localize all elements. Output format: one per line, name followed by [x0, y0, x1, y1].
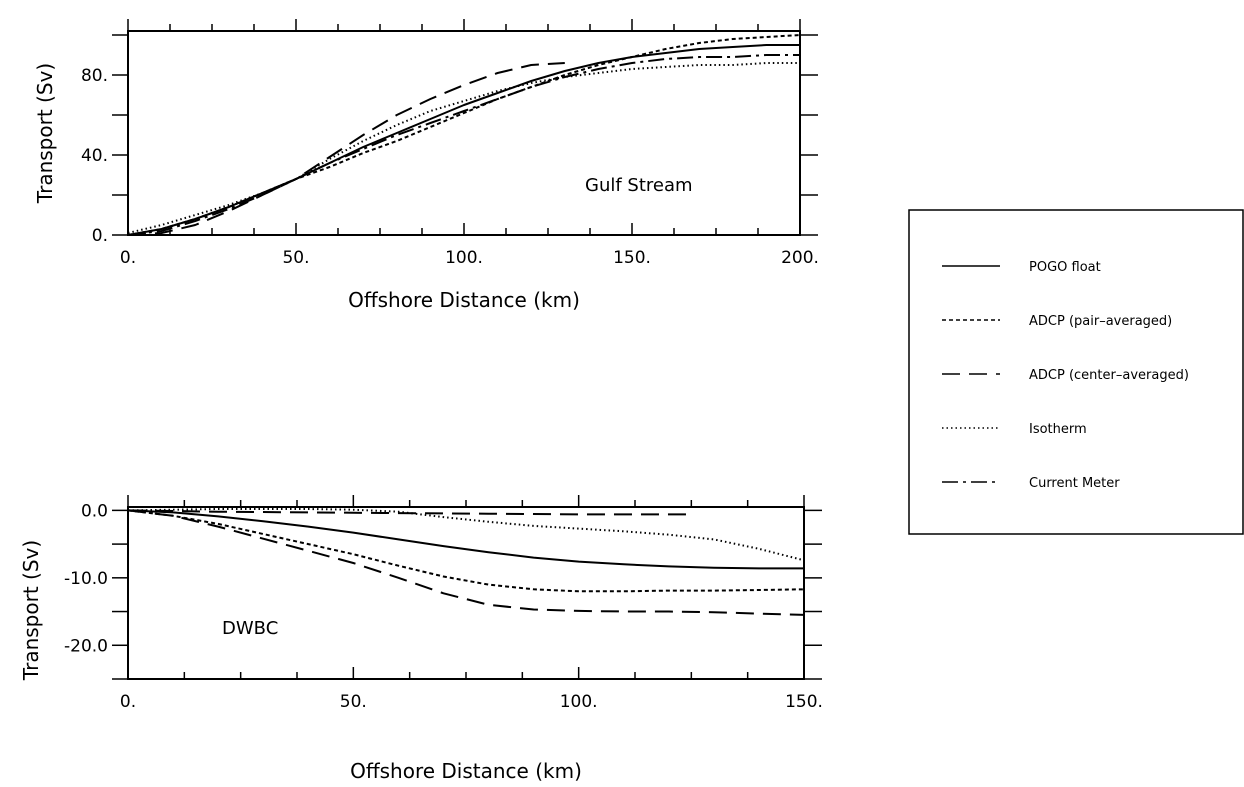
x-tick-label: 150. — [613, 248, 651, 268]
x-tick-label: 0. — [120, 692, 136, 712]
legend-label: ADCP (pair–averaged) — [1029, 314, 1172, 329]
x-tick-label: 0. — [120, 248, 136, 268]
x-tick-label: 50. — [282, 248, 309, 268]
x-axis-title: Offshore Distance (km) — [348, 288, 580, 312]
x-tick-label: 150. — [785, 692, 823, 712]
legend: POGO float ADCP (pair–averaged) ADCP (cent… — [908, 209, 1244, 535]
series-line-adcp-pair-averaged — [127, 34, 801, 236]
plot-frame — [127, 506, 805, 680]
y-tick-label: 0. — [92, 226, 108, 246]
x-axis-title: Offshore Distance (km) — [350, 759, 582, 783]
dwbc-chart: 0.0 -10.0 -20.0 0. 50. 100. 150. DWBC Offshor… — [19, 495, 823, 783]
series-line-current-meter — [127, 509, 692, 516]
legend-label: Isotherm — [1029, 422, 1087, 437]
y-tick-label: 80. — [81, 66, 108, 86]
y-tick-marks: 0.0 -10.0 -20.0 — [64, 501, 822, 680]
series-group — [127, 508, 805, 616]
y-tick-label: -10.0 — [64, 569, 108, 589]
chart-annotation: DWBC — [222, 618, 278, 639]
x-tick-label: 200. — [781, 248, 819, 268]
x-tick-label: 100. — [445, 248, 483, 268]
gulf-stream-chart: 0. 40. 80. 0. 50. 100. 150. 200. Gulf Stream O… — [33, 19, 819, 312]
y-axis-title: Transport (Sv) — [19, 540, 43, 681]
x-tick-label: 50. — [340, 692, 367, 712]
series-line-pogo-float — [127, 509, 804, 570]
series-line-isotherm — [127, 508, 805, 562]
y-tick-label: 0.0 — [81, 501, 108, 521]
series-line-adcp-pair-averaged — [127, 509, 805, 593]
y-axis-title: Transport (Sv) — [33, 63, 57, 204]
x-tick-label: 100. — [560, 692, 598, 712]
legend-label: POGO float — [1029, 260, 1101, 275]
chart-annotation: Gulf Stream — [585, 175, 693, 196]
x-tick-marks: 0. 50. 100. 150. 200. — [120, 19, 819, 268]
legend-label: Current Meter — [1029, 476, 1120, 491]
legend-box — [908, 209, 1244, 535]
series-group — [127, 34, 801, 236]
x-tick-marks: 0. 50. 100. 150. — [120, 495, 823, 712]
y-tick-marks: 0. 40. 80. — [81, 34, 818, 246]
series-line-adcp-center-averaged — [127, 509, 805, 616]
y-tick-label: -20.0 — [64, 636, 108, 656]
series-line-isotherm — [127, 62, 800, 234]
y-tick-label: 40. — [81, 146, 108, 166]
series-line-pogo-float — [127, 44, 800, 236]
legend-label: ADCP (center–averaged) — [1029, 368, 1189, 383]
series-line-current-meter — [127, 54, 800, 236]
